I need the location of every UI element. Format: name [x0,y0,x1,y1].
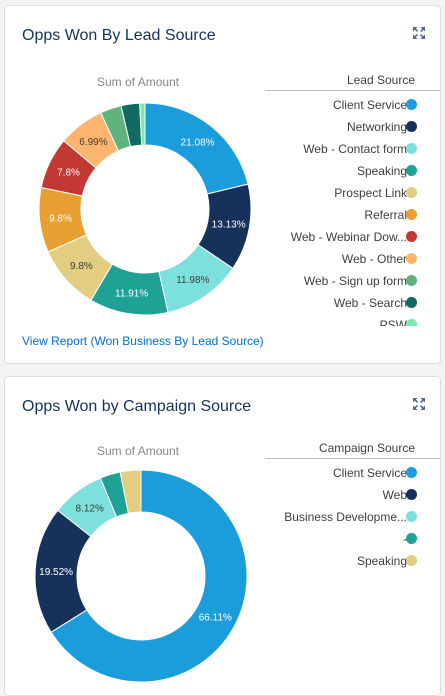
legend-label: Web - Search [333,296,407,310]
expand-icon[interactable] [412,397,426,411]
data-label: 11.98% [176,275,209,286]
chart-subtitle: Sum of Amount [97,75,180,89]
legend-swatch [406,253,417,264]
legend-swatch [406,319,417,326]
legend-items: Client Service Networking Web - Contact fo… [265,91,440,326]
legend-swatch [406,489,417,500]
legend-item[interactable]: Networking [265,116,440,138]
data-label: 9.8% [49,213,72,224]
legend-label: Web - Webinar Dow... [290,230,407,244]
lead-source-card: Opps Won By Lead Source Sum of Amount 21… [4,5,441,364]
pie-slice[interactable] [50,469,248,683]
legend-label: - [403,532,407,546]
legend-item[interactable]: Web - Other [265,248,440,270]
legend-item[interactable]: Client Service [265,462,440,484]
data-label: 7.8% [57,167,80,178]
legend-swatch [406,275,417,286]
legend-items: Client Service Web Business Developme... - S… [265,459,440,582]
legend-swatch [406,165,417,176]
legend-title: Lead Source [265,72,440,91]
data-label: 9.8% [70,261,93,272]
legend-item[interactable]: Web - Contact form [265,138,440,160]
legend-swatch [406,143,417,154]
legend-item[interactable]: Prospect Link [265,182,440,204]
legend-label: Client Service [332,98,407,112]
data-label: 21.08% [181,138,215,149]
legend-swatch [406,533,417,544]
chart-legend: Lead Source Client Service Networking Web … [265,72,440,326]
data-label: 6.99% [79,137,107,148]
donut-chart: 21.08% 13.13% 11.98% 11.91% 9.8% 9.8% 7.8% 6.99… [38,102,252,316]
legend-label: Referral [364,208,407,222]
expand-icon[interactable] [412,26,426,40]
legend-label: Client Service [332,466,407,480]
legend-swatch [406,121,417,132]
legend-label: Web - Sign up form [303,274,407,288]
view-report-link[interactable]: View Report (Won Business By Lead Source… [22,334,264,348]
legend-item[interactable]: Web [265,484,440,506]
legend-item[interactable]: Referral [265,204,440,226]
legend-swatch [406,187,417,198]
data-label: 13.13% [212,220,246,231]
legend-label: PSW [379,318,407,326]
legend-label: Speaking [356,554,407,568]
legend-label: Business Developme... [284,510,407,524]
legend-item[interactable]: - [265,528,440,550]
legend-item[interactable]: Web - Search [265,292,440,314]
chart-subtitle: Sum of Amount [97,444,180,458]
legend-item[interactable]: Speaking [265,160,440,182]
legend-label: Prospect Link [334,186,407,200]
card-title: Opps Won by Campaign Source [22,398,252,415]
data-label: 11.91% [115,288,148,299]
legend-item[interactable]: Web - Sign up form [265,270,440,292]
legend-label: Web - Contact form [303,142,407,156]
card-title: Opps Won By Lead Source [22,27,216,44]
legend-label: Web - Other [341,252,407,266]
chart-legend: Campaign Source Client Service Web Busines… [265,440,440,582]
legend-item[interactable]: Business Developme... [265,506,440,528]
legend-swatch [406,511,417,522]
legend-label: Networking [346,120,407,134]
legend-swatch [406,297,417,308]
legend-title: Campaign Source [265,440,440,459]
legend-label: Speaking [356,164,407,178]
legend-label: Web [382,488,407,502]
legend-item[interactable]: Speaking [265,550,440,572]
legend-item[interactable]: PSW [265,314,440,326]
pie-slice[interactable] [119,469,142,514]
legend-swatch [406,467,417,478]
data-label: 66.11% [199,613,232,624]
data-label: 8.12% [76,504,104,515]
data-label: 19.52% [39,567,73,578]
pie-slice[interactable] [139,102,146,146]
legend-item[interactable]: Client Service [265,94,440,116]
legend-swatch [406,231,417,242]
legend-item[interactable]: Web - Webinar Dow... [265,226,440,248]
legend-swatch [406,209,417,220]
legend-swatch [406,555,417,566]
campaign-source-card: Opps Won by Campaign Source Sum of Amoun… [4,376,441,696]
donut-chart: 66.11% 19.52% 8.12% [34,469,248,683]
legend-swatch [406,99,417,110]
